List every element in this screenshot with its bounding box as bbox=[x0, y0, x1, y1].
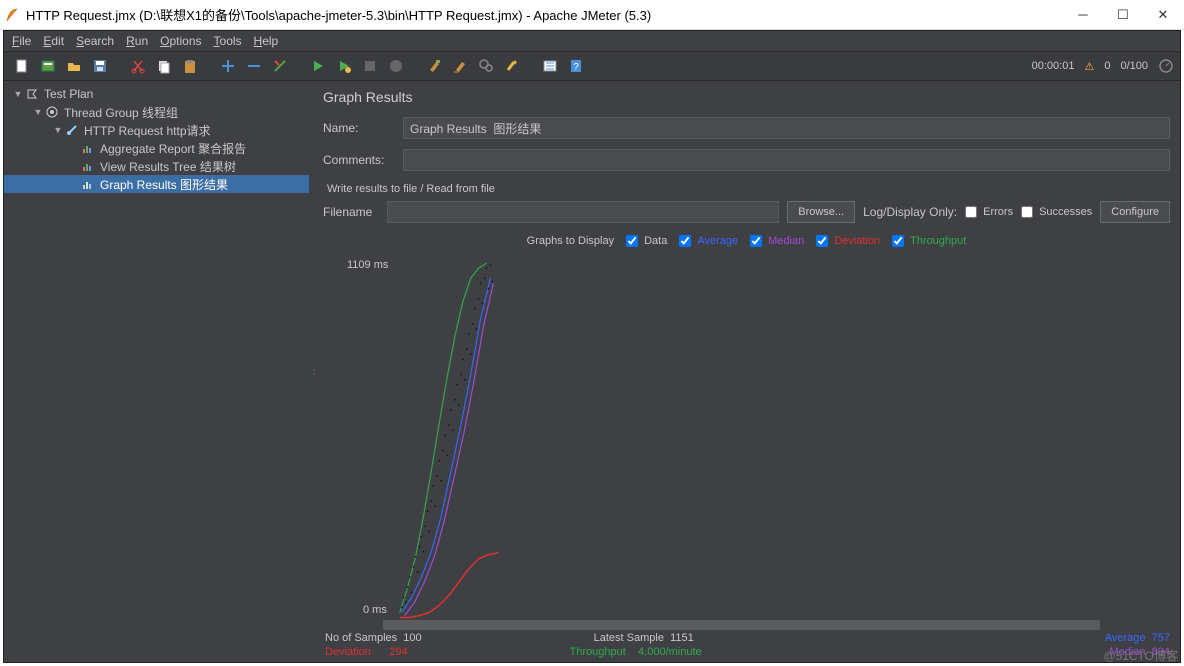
tree-agg-label: Aggregate Report 聚合报告 bbox=[100, 140, 246, 157]
cut-icon[interactable] bbox=[126, 54, 150, 78]
filename-input[interactable] bbox=[387, 201, 779, 223]
paste-icon[interactable] bbox=[178, 54, 202, 78]
timer-label: 00:00:01 bbox=[1032, 60, 1075, 72]
window-titlebar: HTTP Request.jmx (D:\联想X1的备份\Tools\apach… bbox=[0, 0, 1184, 30]
clear-icon[interactable] bbox=[422, 54, 446, 78]
splitter[interactable]: ⋮ bbox=[309, 81, 315, 662]
maximize-button[interactable]: ☐ bbox=[1114, 6, 1132, 24]
tree-vrt-label: View Results Tree 结果树 bbox=[100, 158, 236, 175]
expand-icon[interactable] bbox=[216, 54, 240, 78]
warn-count: 0 bbox=[1104, 60, 1110, 72]
latest-value: 1151 bbox=[670, 632, 694, 644]
test-plan-tree[interactable]: ▼ Test Plan ▼ Thread Group 线程组 ▼ HTTP Re… bbox=[4, 81, 309, 662]
shutdown-icon[interactable] bbox=[384, 54, 408, 78]
copy-icon[interactable] bbox=[152, 54, 176, 78]
errors-checkbox[interactable] bbox=[965, 206, 977, 218]
stat-deviation: Deviation 294 bbox=[325, 646, 408, 658]
tree-req-label: HTTP Request http请求 bbox=[84, 122, 211, 139]
errors-label: Errors bbox=[983, 206, 1013, 218]
graphs-label: Graphs to Display bbox=[527, 235, 614, 247]
menu-run[interactable]: Run bbox=[122, 34, 152, 48]
tree-http-request[interactable]: ▼ HTTP Request http请求 bbox=[4, 121, 309, 139]
toolbar: ? 00:00:01 ⚠ 0 0/100 bbox=[4, 51, 1180, 81]
close-button[interactable]: ✕ bbox=[1154, 6, 1172, 24]
browse-button[interactable]: Browse... bbox=[787, 201, 855, 223]
menu-options[interactable]: Options bbox=[156, 34, 205, 48]
menubar: File Edit Search Run Options Tools Help bbox=[4, 31, 1180, 51]
stat-throughput: Throughput 4,000/minute bbox=[570, 646, 702, 658]
series-data-label: Data bbox=[644, 235, 667, 247]
warning-icon[interactable]: ⚠ bbox=[1084, 60, 1094, 73]
toggle-icon[interactable] bbox=[268, 54, 292, 78]
minimize-button[interactable]: ─ bbox=[1074, 6, 1092, 24]
search-icon[interactable] bbox=[474, 54, 498, 78]
new-icon[interactable] bbox=[10, 54, 34, 78]
start-icon[interactable] bbox=[306, 54, 330, 78]
jmeter-icon bbox=[4, 7, 20, 23]
no-samples-label: No of Samples bbox=[325, 632, 397, 644]
comments-input[interactable] bbox=[403, 149, 1170, 171]
tree-thread-group[interactable]: ▼ Thread Group 线程组 bbox=[4, 103, 309, 121]
name-label: Name: bbox=[323, 121, 403, 135]
logdisplay-label: Log/Display Only: bbox=[863, 205, 957, 219]
window-title: HTTP Request.jmx (D:\联想X1的备份\Tools\apach… bbox=[26, 5, 1074, 24]
svg-text:?: ? bbox=[573, 62, 579, 73]
ck-average[interactable] bbox=[679, 235, 691, 247]
panel-title: Graph Results bbox=[323, 89, 1170, 105]
graph-results-panel: Graph Results Name: Comments: Write resu… bbox=[315, 81, 1180, 662]
filename-label: Filename bbox=[323, 205, 379, 219]
ck-median[interactable] bbox=[750, 235, 762, 247]
tree-tg-label: Thread Group 线程组 bbox=[64, 104, 178, 121]
clear-all-icon[interactable] bbox=[448, 54, 472, 78]
tree-gr-label: Graph Results 图形结果 bbox=[100, 176, 228, 193]
file-fieldset-label: Write results to file / Read from file bbox=[327, 183, 1170, 195]
function-icon[interactable] bbox=[538, 54, 562, 78]
ck-deviation[interactable] bbox=[816, 235, 828, 247]
graphs-to-display: Graphs to Display Data Average Median De… bbox=[323, 235, 1170, 247]
no-samples-value: 100 bbox=[403, 632, 421, 644]
watermark: @51CTO博客 bbox=[1103, 647, 1178, 664]
successes-label: Successes bbox=[1039, 206, 1092, 218]
name-input[interactable] bbox=[403, 117, 1170, 139]
tree-graph-results[interactable]: Graph Results 图形结果 bbox=[4, 175, 309, 193]
menu-search[interactable]: Search bbox=[72, 34, 118, 48]
collapse-icon[interactable] bbox=[242, 54, 266, 78]
configure-button[interactable]: Configure bbox=[1100, 201, 1170, 223]
ck-throughput[interactable] bbox=[892, 235, 904, 247]
tree-view-results-tree[interactable]: View Results Tree 结果树 bbox=[4, 157, 309, 175]
ck-data[interactable] bbox=[626, 235, 638, 247]
series-throughput-label: Throughput bbox=[910, 235, 966, 247]
tree-aggregate-report[interactable]: Aggregate Report 聚合报告 bbox=[4, 139, 309, 157]
tree-root-label: Test Plan bbox=[44, 87, 93, 101]
save-icon[interactable] bbox=[88, 54, 112, 78]
start-no-pause-icon[interactable] bbox=[332, 54, 356, 78]
stat-average: Average 757 bbox=[1105, 632, 1170, 644]
chart-svg bbox=[323, 253, 1170, 658]
help-icon[interactable]: ? bbox=[564, 54, 588, 78]
menu-edit[interactable]: Edit bbox=[39, 34, 68, 48]
menu-help[interactable]: Help bbox=[250, 34, 283, 48]
open-icon[interactable] bbox=[62, 54, 86, 78]
reset-search-icon[interactable] bbox=[500, 54, 524, 78]
series-average-label: Average bbox=[697, 235, 738, 247]
thread-count: 0/100 bbox=[1120, 60, 1148, 72]
latest-label: Latest Sample bbox=[594, 632, 664, 644]
menu-file[interactable]: File bbox=[8, 34, 35, 48]
gauge-icon bbox=[1158, 58, 1174, 74]
chart-area: 1109 ms 0 ms No of Samples 100 Latest Sa… bbox=[323, 253, 1170, 658]
x-scrollbar[interactable] bbox=[383, 620, 1100, 630]
series-deviation-label: Deviation bbox=[834, 235, 880, 247]
tree-root[interactable]: ▼ Test Plan bbox=[4, 85, 309, 103]
series-median-label: Median bbox=[768, 235, 804, 247]
menu-tools[interactable]: Tools bbox=[210, 34, 246, 48]
stop-icon[interactable] bbox=[358, 54, 382, 78]
comments-label: Comments: bbox=[323, 153, 403, 167]
successes-checkbox[interactable] bbox=[1021, 206, 1033, 218]
templates-icon[interactable] bbox=[36, 54, 60, 78]
